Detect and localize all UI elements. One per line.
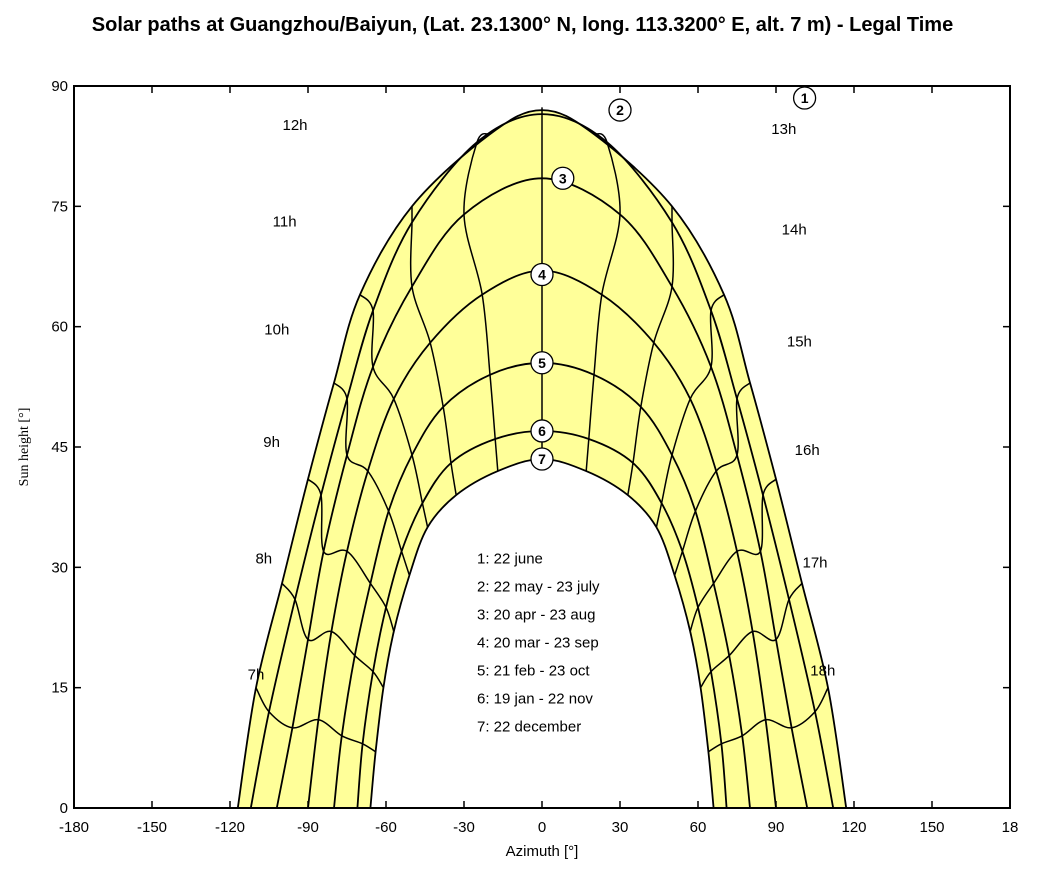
hour-line bbox=[255, 687, 376, 753]
annotations: 7h 8h 9h 10h 11h 12h 13h 14h 15h 16h 17h 18h 1 2 3 4 5 6 7… bbox=[248, 86, 835, 735]
y-tick-label: 60 bbox=[51, 319, 68, 336]
legend-entry: 3: 20 apr - 23 aug bbox=[477, 606, 595, 623]
hour-line bbox=[655, 294, 725, 528]
sun-area-fill-region bbox=[237, 110, 847, 809]
y-tick-label: 90 bbox=[51, 78, 68, 95]
legend-entry: 5: 21 feb - 23 oct bbox=[477, 662, 590, 679]
y-tick-label: 75 bbox=[51, 198, 68, 215]
legend-entry: 6: 19 jan - 22 nov bbox=[477, 690, 593, 707]
curve-label-number: 3 bbox=[559, 170, 567, 186]
hour-line bbox=[409, 206, 457, 496]
hour-label: 14h bbox=[782, 221, 807, 238]
hour-line bbox=[585, 132, 621, 472]
curve-label-number: 2 bbox=[616, 102, 624, 118]
hour-label: 15h bbox=[787, 334, 812, 351]
hour-label: 7h bbox=[248, 667, 265, 684]
legend-entry: 2: 22 may - 23 july bbox=[477, 578, 600, 595]
x-tick-label: 120 bbox=[841, 819, 866, 836]
hour-line bbox=[307, 478, 395, 632]
hour-label: 11h bbox=[273, 213, 297, 230]
curve-label-circle bbox=[792, 86, 817, 110]
curve-label-number: 5 bbox=[538, 355, 546, 371]
hour-line bbox=[359, 294, 429, 528]
curve-label-circle bbox=[530, 262, 554, 287]
curve-label-circle bbox=[608, 98, 632, 122]
x-tick-label: -90 bbox=[297, 819, 319, 836]
curve-label-number: 4 bbox=[538, 267, 546, 283]
curve-label-circle bbox=[551, 166, 575, 190]
x-tick-label: 18 bbox=[1002, 819, 1019, 836]
curve-label-number: 1 bbox=[801, 90, 809, 106]
y-axis-label: Sun height [°] bbox=[17, 408, 32, 487]
legend-entry: 4: 20 mar - 23 sep bbox=[477, 634, 599, 651]
curve-label-circle bbox=[530, 351, 554, 375]
hour-label: 9h bbox=[263, 434, 280, 451]
chart-title: Solar paths at Guangzhou/Baiyun, (Lat. 2… bbox=[91, 14, 954, 36]
hour-line bbox=[689, 478, 777, 632]
hour-line bbox=[627, 206, 675, 496]
hour-label: 12h bbox=[282, 117, 307, 134]
x-tick-label: -150 bbox=[137, 819, 167, 836]
x-tick-label: -180 bbox=[59, 819, 89, 836]
x-tick-label: 60 bbox=[690, 819, 707, 836]
x-tick-label: -60 bbox=[375, 819, 397, 836]
sun-area-fill bbox=[237, 110, 847, 809]
hour-line bbox=[673, 382, 751, 576]
axis-ticks: -180 -150 -120 -90 -60 -30 0 30 60 90 120 150 180153… bbox=[51, 78, 1018, 836]
x-axis-label: Azimuth [°] bbox=[506, 843, 579, 860]
x-tick-label: -120 bbox=[215, 819, 245, 836]
x-tick-label: 90 bbox=[768, 819, 785, 836]
x-tick-label: 150 bbox=[919, 819, 944, 836]
hour-label: 18h bbox=[810, 663, 835, 680]
hour-line bbox=[281, 582, 385, 689]
hour-label: 13h bbox=[771, 121, 796, 138]
x-tick-label: -30 bbox=[453, 819, 475, 836]
curve-label-circle bbox=[530, 419, 554, 443]
y-tick-label: 45 bbox=[51, 439, 68, 456]
hour-label: 17h bbox=[802, 554, 827, 571]
x-tick-label: 0 bbox=[538, 819, 546, 836]
hour-label: 8h bbox=[255, 550, 272, 567]
y-tick-label: 30 bbox=[51, 559, 68, 576]
y-tick-label: 0 bbox=[60, 800, 68, 817]
x-tick-label: 30 bbox=[612, 819, 629, 836]
curve-label-number: 7 bbox=[538, 451, 546, 467]
hour-line bbox=[333, 382, 411, 576]
hour-line bbox=[463, 132, 499, 472]
curve-label-number: 6 bbox=[538, 423, 546, 439]
legend-entry: 1: 22 june bbox=[477, 550, 543, 567]
hour-line bbox=[699, 582, 803, 689]
hour-label: 16h bbox=[795, 442, 820, 459]
curve-label-circle bbox=[530, 447, 554, 471]
y-tick-label: 15 bbox=[51, 680, 68, 697]
hour-label: 10h bbox=[264, 322, 289, 339]
hour-line bbox=[708, 687, 829, 753]
legend-entry: 7: 22 december bbox=[477, 718, 581, 735]
